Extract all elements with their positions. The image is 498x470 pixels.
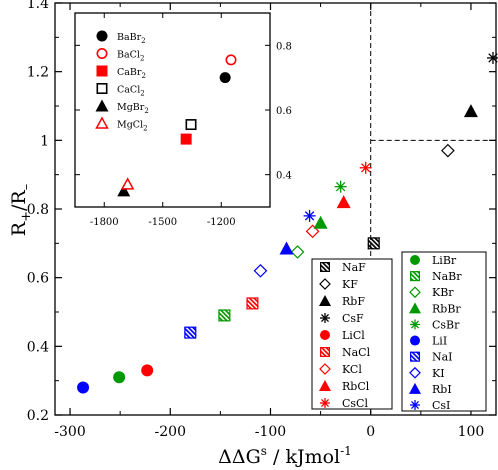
legend-marker-rbbr (409, 302, 421, 314)
data-point-cscl (359, 161, 372, 174)
data-point-kbr (290, 245, 305, 259)
y-tick-label: 1 (40, 133, 49, 149)
inset-point-mgbr2 (117, 184, 131, 197)
y-tick-label: 0.8 (27, 202, 49, 218)
inset-y-tick-label: 0.8 (276, 41, 292, 52)
legend-label: KCl (342, 363, 362, 376)
inset-legend-marker-mgcl2 (95, 116, 109, 129)
x-tick-label: -100 (255, 424, 286, 440)
legend-label: LiBr (432, 254, 457, 267)
legend-label: CsBr (432, 318, 460, 331)
data-point-rbf (463, 104, 478, 118)
legend-label: KF (342, 278, 358, 291)
legend-marker-nabr (410, 271, 421, 282)
inset-point-mgcl2 (120, 177, 135, 190)
legend-marker-csbr (410, 319, 420, 330)
y-tick-label: 1.4 (27, 0, 49, 12)
legend-marker-rbf (319, 295, 331, 306)
data-point-nabr (218, 309, 231, 322)
data-point-rbi (279, 241, 294, 255)
legend-label: RbF (342, 295, 365, 308)
legend-label: KBr (432, 286, 454, 299)
y-tick-label: 0.2 (27, 408, 49, 424)
inset-legend-label: BaBr2 (117, 32, 146, 45)
inset-legend-label: BaCl2 (117, 50, 144, 63)
inset-plot: -1800 -1500 -1200 0.4 0.6 0.8 BaBr2 BaCl2 CaBr2 C… (74, 12, 292, 228)
data-point-ki (253, 263, 268, 278)
data-point-nacl (246, 297, 259, 310)
x-tick-label: 100 (458, 424, 485, 440)
inset-legend-label: MgBr2 (117, 102, 149, 115)
legend-label: CsI (432, 399, 450, 412)
y-axis-label: R+/R– (8, 184, 34, 236)
x-tick-label: 0 (366, 424, 375, 440)
legend-label: CsCl (342, 397, 368, 410)
legend: NaF KF RbF CsF LiCl NaCl KCl RbCl CsCl LiBr NaBr KB… (311, 251, 487, 412)
data-point-rbbr (313, 215, 328, 229)
legend-marker-kf (319, 278, 331, 290)
legend-marker-csf (320, 313, 330, 323)
inset-point-bacl2 (225, 54, 237, 66)
data-point-libr (113, 371, 126, 384)
data-point-lii (77, 381, 90, 394)
y-tick-label: 0.6 (27, 271, 49, 287)
inset-legend-marker-bacl2 (96, 47, 108, 59)
legend-marker-rbcl (319, 380, 331, 391)
data-point-csbr (334, 180, 347, 193)
x-axis-label: ΔΔGs / kJmol-1 (218, 444, 352, 468)
inset-legend-marker-mgbr2 (95, 99, 109, 112)
legend-marker-nai (410, 351, 421, 362)
legend-marker-cscl (320, 398, 330, 408)
legend-marker-nacl (320, 347, 331, 358)
legend-label: LiCl (342, 329, 365, 342)
legend-label: RbI (432, 383, 452, 396)
inset-y-tick-label: 0.6 (276, 106, 292, 117)
inset-legend-marker-cacl2 (96, 83, 108, 95)
legend-marker-kbr (409, 286, 421, 299)
data-point-nai (184, 326, 197, 339)
inset-legend-marker-babr2 (96, 30, 108, 42)
legend-label: KI (432, 367, 445, 380)
y-tick-label: 0.4 (27, 339, 49, 355)
legend-label: NaCl (342, 346, 371, 359)
legend-marker-ki (409, 366, 421, 379)
inset-point-cabr2 (180, 133, 192, 145)
data-point-csf (486, 51, 498, 64)
legend-label: NaI (432, 351, 453, 364)
data-point-naf (367, 237, 380, 250)
legend-label: NaBr (432, 270, 462, 283)
inset-x-tick-label: -1200 (207, 217, 236, 228)
data-point-csi (303, 209, 316, 222)
legend-marker-kcl (319, 363, 331, 375)
x-tick-label: -200 (155, 424, 186, 440)
inset-legend-label: CaCl2 (117, 85, 145, 98)
legend-marker-csi (410, 400, 420, 410)
inset-x-tick-label: -1500 (148, 217, 177, 228)
inset-y-tick-label: 0.4 (276, 171, 292, 182)
legend-label: LiI (432, 335, 447, 348)
inset-legend-label: CaBr2 (117, 67, 146, 80)
main-plot: -300 -200 -100 0 100 0.2 0.4 0.6 0.8 1 1.2 1.4 (27, 0, 498, 440)
x-tick-label: -300 (54, 424, 85, 440)
y-tick-label: 1.2 (27, 65, 49, 81)
legend-label: NaF (342, 261, 366, 274)
legend-marker-lii (410, 335, 420, 346)
inset-point-babr2 (219, 72, 231, 84)
legend-marker-libr (410, 255, 420, 265)
legend-label: CsF (342, 312, 364, 325)
legend-marker-rbi (409, 382, 421, 394)
inset-x-tick-label: -1800 (90, 217, 119, 228)
data-point-licl (141, 364, 154, 377)
inset-legend-marker-cabr2 (96, 65, 108, 77)
legend-marker-licl (320, 330, 330, 340)
data-point-rbcl (336, 195, 351, 209)
inset-legend-label: MgCl2 (117, 120, 148, 133)
legend-label: RbCl (342, 380, 370, 393)
legend-marker-naf (320, 262, 331, 273)
data-point-kf (441, 143, 455, 158)
inset-point-cacl2 (185, 119, 197, 131)
legend-label: RbBr (432, 302, 461, 315)
